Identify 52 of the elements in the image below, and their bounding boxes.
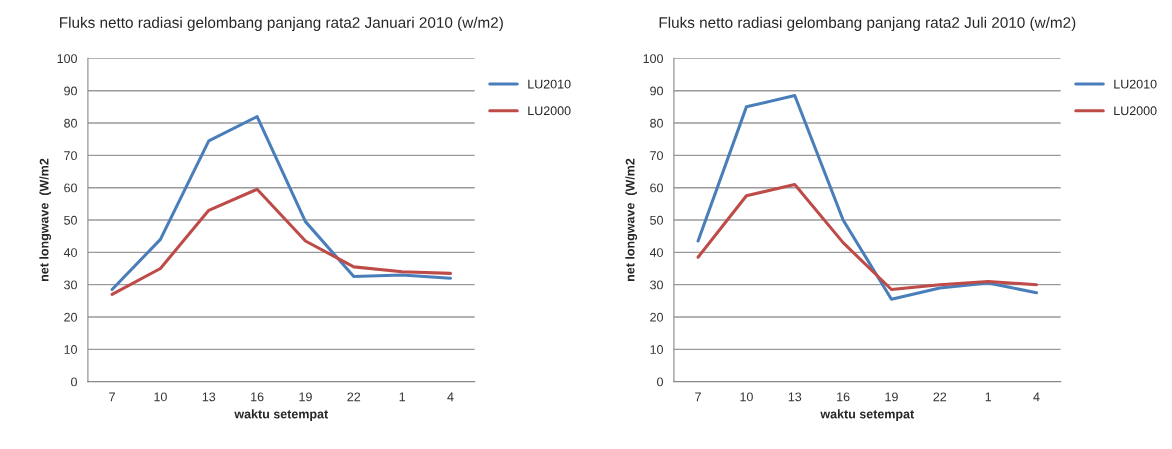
y-tick-label: 30 bbox=[64, 280, 77, 290]
chart-title: Fluks netto radiasi gelombang panjang rata2 Juli 2010 (w/m2) bbox=[659, 16, 1076, 31]
x-tick-label: 22 bbox=[347, 392, 361, 402]
y-tick-label: 90 bbox=[650, 86, 663, 96]
x-axis-title: waktu setempat bbox=[820, 409, 915, 421]
x-tick-label: 19 bbox=[885, 392, 898, 402]
y-tick-label: 90 bbox=[64, 86, 77, 96]
y-tick-label: 100 bbox=[57, 54, 77, 64]
legend-label: LU2000 bbox=[1114, 106, 1157, 116]
x-tick-label: 13 bbox=[788, 392, 802, 402]
y-tick-label: 30 bbox=[650, 280, 663, 290]
x-tick-label: 22 bbox=[933, 392, 947, 402]
line-series bbox=[696, 182, 1039, 292]
x-tick-label: 16 bbox=[837, 392, 850, 402]
y-tick-label: 40 bbox=[649, 248, 663, 257]
x-axis-title: waktu setempat bbox=[234, 409, 329, 421]
y-tick-label: 80 bbox=[650, 118, 663, 128]
line-series bbox=[696, 94, 1039, 301]
y-tick-label: 0 bbox=[657, 377, 663, 387]
x-tick-label: 10 bbox=[154, 392, 167, 402]
y-tick-label: 70 bbox=[650, 151, 663, 161]
y-tick-label: 60 bbox=[64, 183, 77, 193]
x-tick-label: 4 bbox=[1033, 392, 1040, 402]
x-tick-label: 7 bbox=[109, 392, 115, 402]
y-axis-title: net longwave (W/m2 bbox=[39, 158, 52, 281]
line-series bbox=[110, 115, 453, 292]
x-tick-label: 13 bbox=[202, 392, 216, 402]
y-tick-label: 0 bbox=[71, 377, 77, 387]
x-tick-label: 16 bbox=[251, 392, 264, 402]
legend-label: LU2010 bbox=[1114, 79, 1157, 89]
legend-label: LU2000 bbox=[528, 106, 571, 116]
line-series bbox=[110, 187, 453, 296]
y-tick-label: 10 bbox=[64, 345, 77, 354]
y-tick-label: 20 bbox=[650, 312, 663, 322]
y-tick-label: 70 bbox=[64, 151, 77, 161]
y-tick-label: 100 bbox=[643, 54, 663, 64]
y-tick-label: 40 bbox=[63, 248, 77, 257]
legend-label: LU2010 bbox=[528, 79, 571, 89]
x-tick-label: 10 bbox=[740, 392, 753, 402]
y-tick-label: 50 bbox=[64, 215, 77, 225]
y-tick-label: 20 bbox=[64, 312, 77, 322]
y-tick-label: 50 bbox=[650, 215, 663, 225]
x-tick-label: 1 bbox=[399, 392, 406, 402]
chart-title: Fluks netto radiasi gelombang panjang rata2 Januari 2010 (w/m2) bbox=[60, 16, 503, 31]
y-axis-title: net longwave (W/m2 bbox=[625, 158, 638, 281]
y-tick-label: 80 bbox=[64, 118, 77, 128]
x-tick-label: 7 bbox=[695, 392, 701, 402]
y-tick-label: 10 bbox=[650, 345, 663, 354]
y-tick-label: 60 bbox=[650, 183, 663, 193]
x-tick-label: 1 bbox=[985, 392, 992, 402]
x-tick-label: 19 bbox=[299, 392, 312, 402]
x-tick-label: 4 bbox=[447, 392, 454, 402]
